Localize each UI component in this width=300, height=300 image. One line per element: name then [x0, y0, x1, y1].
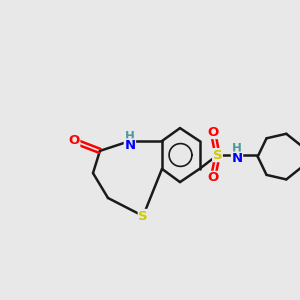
Text: S: S [213, 148, 222, 162]
Text: S: S [138, 209, 148, 223]
Text: H: H [125, 130, 135, 143]
Text: O: O [207, 125, 219, 139]
Text: O: O [207, 171, 219, 184]
Text: N: N [124, 139, 136, 152]
Text: N: N [231, 152, 243, 165]
Text: O: O [68, 134, 80, 148]
Text: H: H [232, 142, 242, 155]
